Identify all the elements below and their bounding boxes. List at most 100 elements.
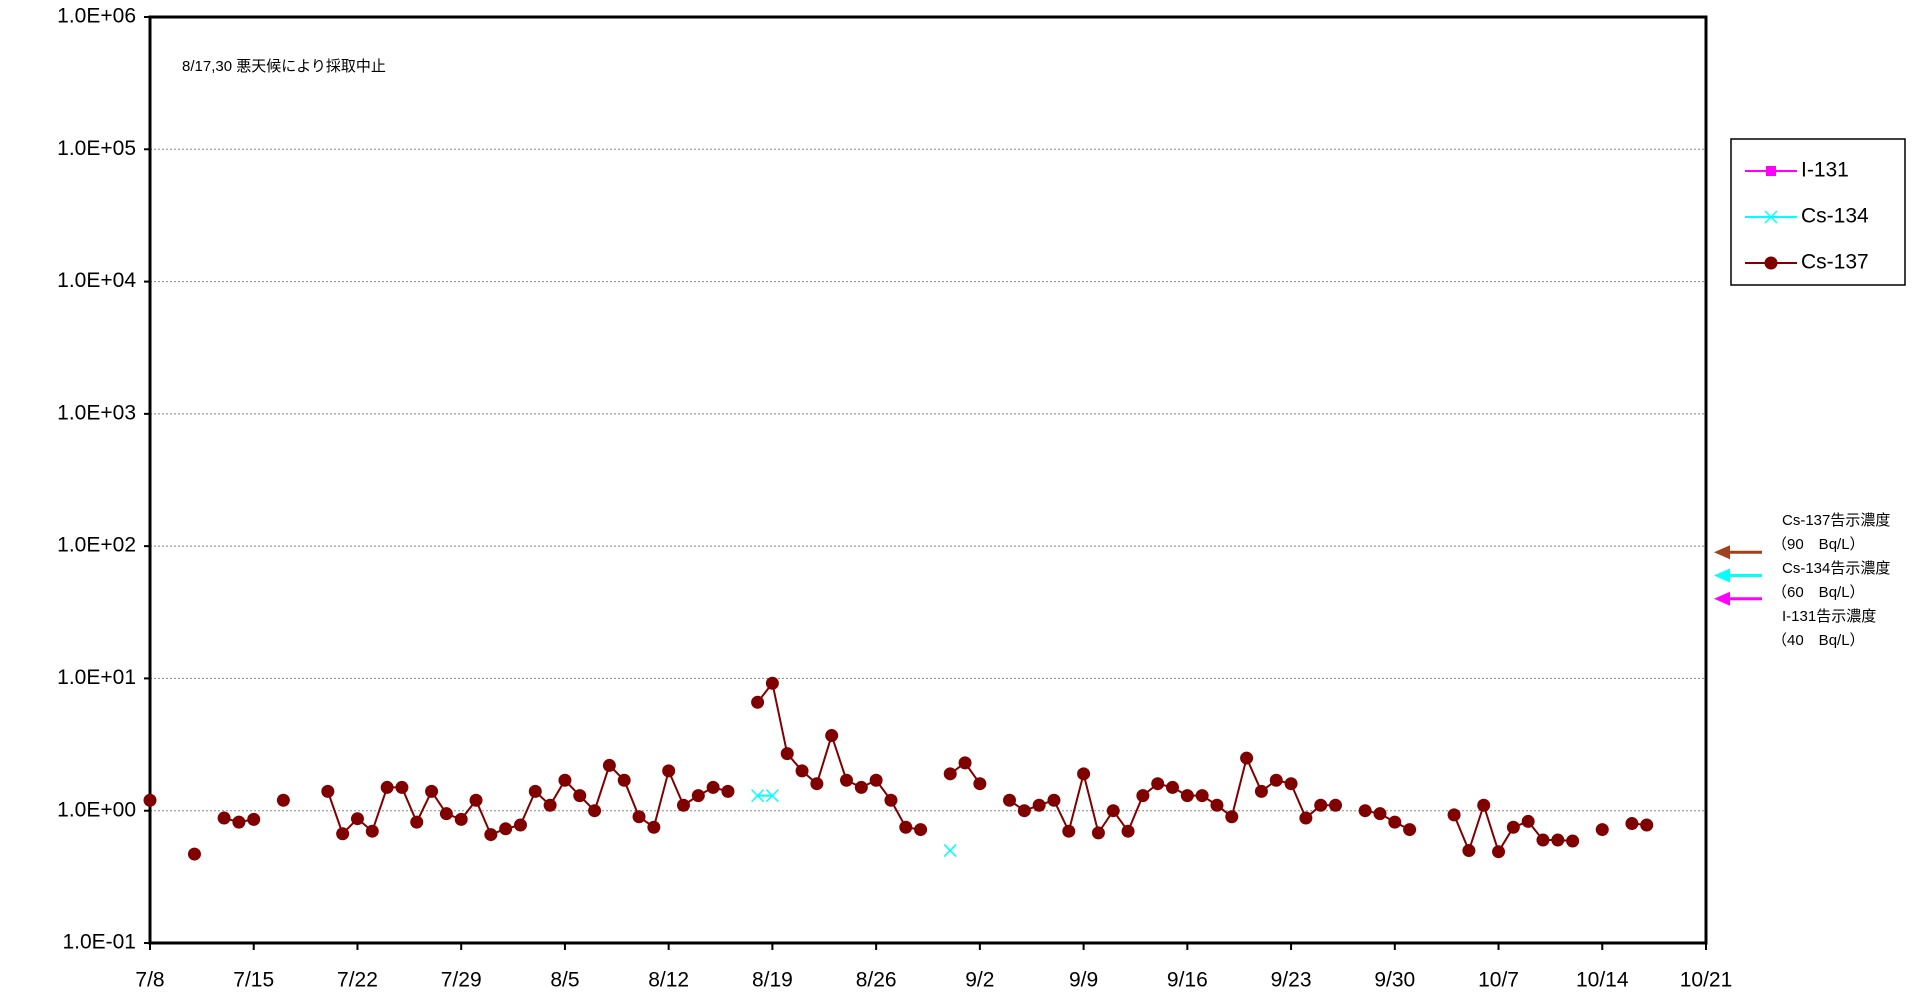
y-tick-label: 1.0E+00	[57, 798, 136, 821]
marker	[1329, 798, 1343, 812]
marker	[617, 773, 631, 787]
marker	[588, 804, 602, 818]
reference-label: Cs-134告示濃度	[1782, 560, 1890, 577]
marker	[558, 773, 572, 787]
marker	[1225, 810, 1239, 824]
marker	[899, 820, 913, 834]
marker	[662, 764, 676, 778]
marker	[1106, 804, 1120, 818]
marker	[751, 695, 765, 709]
marker	[321, 784, 335, 798]
x-tick-label: 8/5	[550, 969, 579, 992]
marker	[1121, 824, 1135, 838]
marker	[1077, 767, 1091, 781]
x-tick-label: 10/14	[1576, 969, 1629, 992]
y-tick-label: 1.0E+04	[57, 269, 136, 292]
marker	[454, 812, 468, 826]
marker	[751, 789, 765, 803]
y-tick-label: 1.0E+01	[57, 666, 136, 689]
reference-arrowhead	[1714, 568, 1730, 583]
marker	[1536, 833, 1550, 847]
marker	[1358, 804, 1372, 818]
marker	[1003, 793, 1017, 807]
marker	[1269, 773, 1283, 787]
y-tick-label: 1.0E-01	[62, 931, 136, 954]
marker	[765, 676, 779, 690]
marker	[1240, 751, 1254, 765]
marker	[1521, 814, 1535, 828]
marker	[1388, 815, 1402, 829]
marker	[706, 780, 720, 794]
marker	[676, 798, 690, 812]
marker	[884, 793, 898, 807]
y-tick-label: 1.0E+03	[57, 401, 136, 424]
marker	[602, 758, 616, 772]
marker	[350, 812, 364, 826]
marker	[647, 820, 661, 834]
x-tick-label: 10/7	[1478, 969, 1519, 992]
marker	[513, 818, 527, 832]
marker	[914, 823, 928, 837]
marker	[943, 844, 957, 858]
marker	[143, 793, 157, 807]
marker	[1032, 798, 1046, 812]
marker	[1254, 784, 1268, 798]
legend-label: Cs-137	[1801, 251, 1869, 274]
marker	[1764, 256, 1778, 270]
reference-value: （40 Bq/L）	[1772, 632, 1865, 649]
marker	[1640, 818, 1654, 832]
marker	[499, 822, 513, 836]
marker	[217, 811, 231, 825]
x-tick-label: 9/23	[1271, 969, 1312, 992]
y-tick-label: 1.0E+05	[57, 137, 136, 160]
marker	[765, 789, 779, 803]
marker	[1373, 807, 1387, 821]
x-tick-label: 8/19	[752, 969, 793, 992]
plot-frame	[148, 15, 1708, 945]
marker	[425, 784, 439, 798]
marker	[1477, 798, 1491, 812]
marker	[721, 784, 735, 798]
marker	[1403, 823, 1417, 837]
y-tick-label: 1.0E+06	[57, 5, 136, 28]
marker	[1314, 798, 1328, 812]
marker	[1766, 166, 1776, 176]
marker	[365, 824, 379, 838]
marker	[336, 827, 350, 841]
x-tick-label: 10/21	[1680, 969, 1733, 992]
marker	[1506, 820, 1520, 834]
marker	[869, 773, 883, 787]
x-tick-label: 9/2	[965, 969, 994, 992]
marker	[1210, 798, 1224, 812]
marker	[854, 780, 868, 794]
x-tick-label: 7/8	[135, 969, 164, 992]
marker	[410, 815, 424, 829]
marker	[276, 793, 290, 807]
marker	[1180, 789, 1194, 803]
x-tick-label: 7/29	[441, 969, 482, 992]
legend-label: Cs-134	[1801, 205, 1869, 228]
series-line	[326, 763, 729, 836]
marker	[484, 828, 498, 842]
marker	[395, 780, 409, 794]
reference-label: Cs-137告示濃度	[1782, 512, 1890, 529]
marker	[632, 810, 646, 824]
marker	[691, 789, 705, 803]
marker	[1492, 845, 1506, 859]
marker	[543, 798, 557, 812]
marker	[469, 793, 483, 807]
legend-box	[1730, 138, 1906, 286]
marker	[1136, 789, 1150, 803]
x-tick-label: 8/12	[648, 969, 689, 992]
x-tick-label: 9/9	[1069, 969, 1098, 992]
marker	[1195, 789, 1209, 803]
reference-arrowhead	[1714, 591, 1730, 606]
marker	[187, 847, 201, 861]
reference-value: （60 Bq/L）	[1772, 584, 1865, 601]
marker	[439, 807, 453, 821]
marker	[1017, 804, 1031, 818]
series-line	[1364, 809, 1411, 831]
marker	[825, 729, 839, 743]
marker	[1062, 824, 1076, 838]
